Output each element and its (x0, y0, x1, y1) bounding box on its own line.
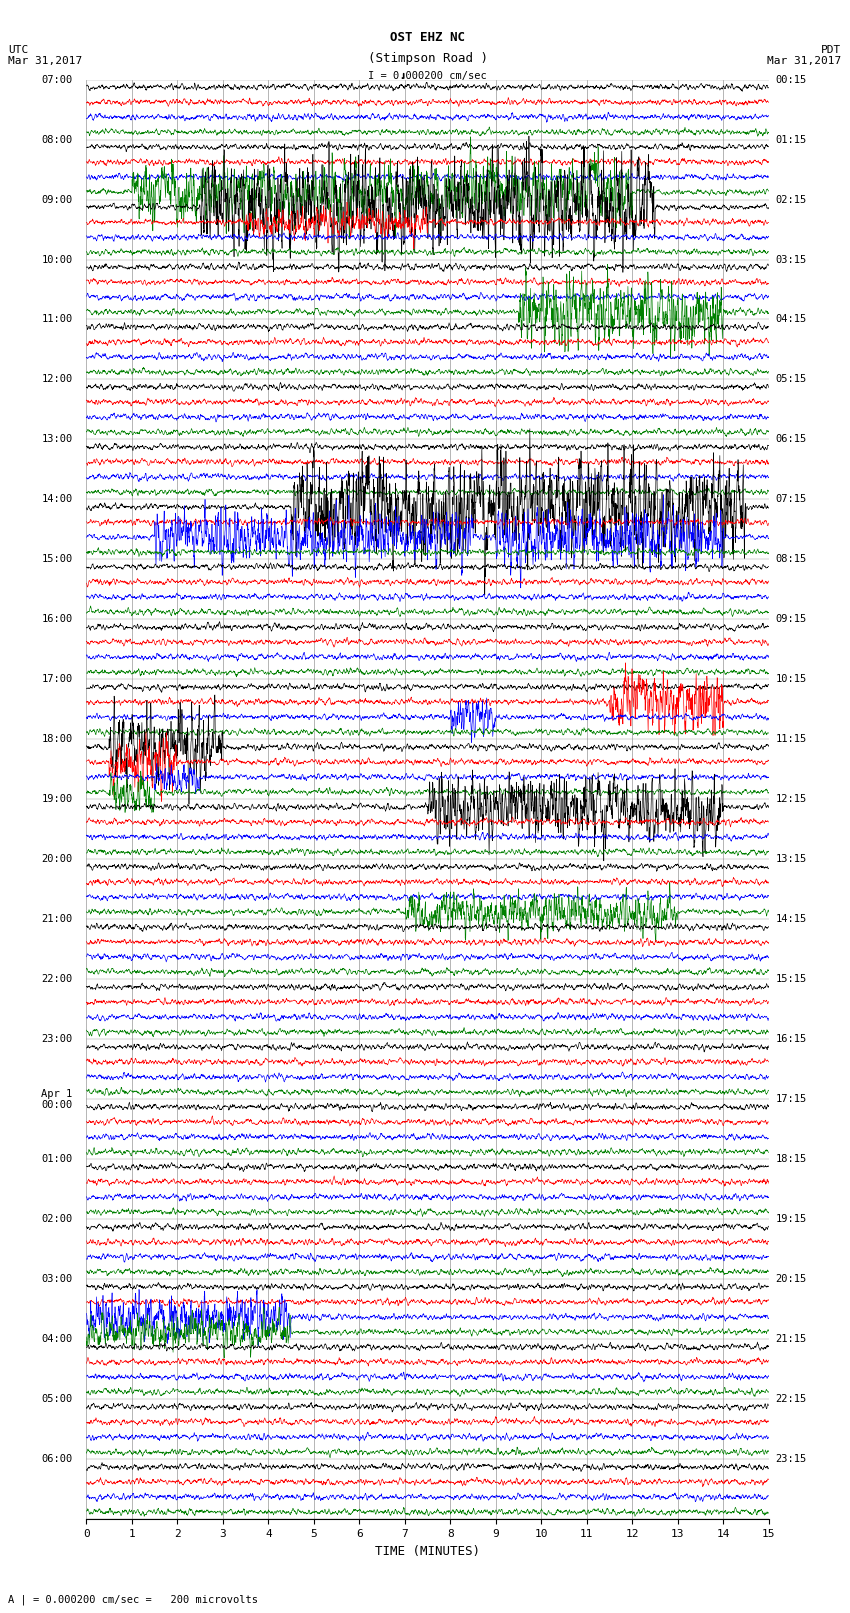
Text: 16:00: 16:00 (42, 615, 73, 624)
Text: 08:15: 08:15 (775, 555, 807, 565)
Text: 09:00: 09:00 (42, 195, 73, 205)
Text: Mar 31,2017: Mar 31,2017 (8, 56, 82, 66)
Text: 12:15: 12:15 (775, 795, 807, 805)
Text: 18:00: 18:00 (42, 734, 73, 745)
Text: 04:00: 04:00 (42, 1334, 73, 1344)
Text: 02:15: 02:15 (775, 195, 807, 205)
Text: 10:15: 10:15 (775, 674, 807, 684)
Text: 20:15: 20:15 (775, 1274, 807, 1284)
Text: (Stimpson Road ): (Stimpson Road ) (367, 52, 488, 65)
Text: 16:15: 16:15 (775, 1034, 807, 1045)
Text: 18:15: 18:15 (775, 1155, 807, 1165)
Text: 06:00: 06:00 (42, 1455, 73, 1465)
Text: 03:00: 03:00 (42, 1274, 73, 1284)
Text: A | = 0.000200 cm/sec =   200 microvolts: A | = 0.000200 cm/sec = 200 microvolts (8, 1594, 258, 1605)
Text: 21:15: 21:15 (775, 1334, 807, 1344)
Text: 07:00: 07:00 (42, 74, 73, 84)
Text: 03:15: 03:15 (775, 255, 807, 265)
Text: 14:15: 14:15 (775, 915, 807, 924)
Text: 17:15: 17:15 (775, 1095, 807, 1105)
Text: 13:00: 13:00 (42, 434, 73, 445)
Text: 17:00: 17:00 (42, 674, 73, 684)
Text: 01:15: 01:15 (775, 134, 807, 145)
Text: OST EHZ NC: OST EHZ NC (390, 31, 465, 44)
Text: PDT: PDT (821, 45, 842, 55)
Text: 20:00: 20:00 (42, 855, 73, 865)
Text: UTC: UTC (8, 45, 29, 55)
Text: Mar 31,2017: Mar 31,2017 (768, 56, 842, 66)
Text: 01:00: 01:00 (42, 1155, 73, 1165)
Text: 02:00: 02:00 (42, 1215, 73, 1224)
Text: 22:15: 22:15 (775, 1394, 807, 1405)
Text: 23:00: 23:00 (42, 1034, 73, 1045)
Text: 04:15: 04:15 (775, 315, 807, 324)
Text: 15:15: 15:15 (775, 974, 807, 984)
Text: 08:00: 08:00 (42, 134, 73, 145)
Text: 09:15: 09:15 (775, 615, 807, 624)
Text: 07:15: 07:15 (775, 495, 807, 505)
Text: 23:15: 23:15 (775, 1455, 807, 1465)
Text: 05:15: 05:15 (775, 374, 807, 384)
Text: Apr 1
00:00: Apr 1 00:00 (42, 1089, 73, 1110)
Text: 22:00: 22:00 (42, 974, 73, 984)
Text: 15:00: 15:00 (42, 555, 73, 565)
Text: I = 0.000200 cm/sec: I = 0.000200 cm/sec (368, 71, 487, 81)
Text: 21:00: 21:00 (42, 915, 73, 924)
Text: 12:00: 12:00 (42, 374, 73, 384)
Text: 11:15: 11:15 (775, 734, 807, 745)
Text: 10:00: 10:00 (42, 255, 73, 265)
Text: 11:00: 11:00 (42, 315, 73, 324)
Text: 13:15: 13:15 (775, 855, 807, 865)
Text: 14:00: 14:00 (42, 495, 73, 505)
Text: 19:15: 19:15 (775, 1215, 807, 1224)
X-axis label: TIME (MINUTES): TIME (MINUTES) (375, 1545, 480, 1558)
Text: 00:15: 00:15 (775, 74, 807, 84)
Text: 06:15: 06:15 (775, 434, 807, 445)
Text: 05:00: 05:00 (42, 1394, 73, 1405)
Text: 19:00: 19:00 (42, 795, 73, 805)
